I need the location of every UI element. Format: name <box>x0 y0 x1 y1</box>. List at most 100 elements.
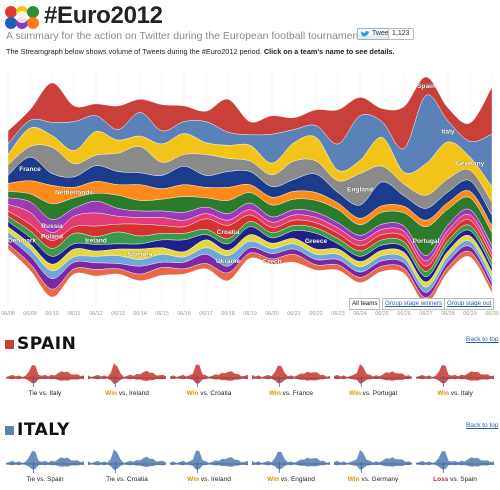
team-label-ireland[interactable]: Ireland <box>85 237 107 245</box>
x-tick-label: 06/11 <box>67 311 80 317</box>
intro-text-bold: Click on a team's name to see details. <box>263 47 395 56</box>
x-tick-label: 06/20 <box>265 311 279 317</box>
team-label-spain[interactable]: Spain <box>417 83 435 90</box>
page-title: #Euro2012 <box>44 2 163 29</box>
match-result: Win <box>187 476 200 483</box>
match-result-label: Win vs. France <box>255 390 327 397</box>
x-tick-label: 06/09 <box>23 311 37 317</box>
tweet-count-badge: 1,123 <box>388 28 414 40</box>
match-result-label: Win vs. Ireland <box>91 390 163 397</box>
match-vs-text: vs. <box>199 476 211 483</box>
match-opponent: Ireland <box>128 390 149 397</box>
twitter-bird-icon <box>360 31 370 37</box>
match-volume-area <box>334 450 412 470</box>
team-label-germany[interactable]: Germany <box>456 161 485 168</box>
match-result: Tie <box>26 476 36 483</box>
team-label-portugal[interactable]: Portugal <box>413 238 440 245</box>
match-vs-text: vs. <box>448 476 461 483</box>
match-volume-area <box>6 451 84 470</box>
x-tick-label: 06/24 <box>353 311 367 317</box>
match-opponent: Spain <box>460 476 477 483</box>
team-color-swatch <box>5 340 14 349</box>
match-result-label: Win vs. Italy <box>419 390 491 397</box>
filter-group-stage-winners[interactable]: Group stage winners <box>382 298 446 310</box>
filter-all-teams[interactable]: All teams <box>349 298 381 310</box>
match-result: Tie <box>28 390 38 397</box>
x-tick-label: 06/25 <box>375 311 389 317</box>
team-label-denmark[interactable]: Denmark <box>8 237 37 245</box>
x-tick-label: 06/12 <box>89 311 103 317</box>
match-result: Loss <box>433 476 449 483</box>
match-volume-area <box>6 365 84 384</box>
x-tick-label: 06/30 <box>485 311 499 317</box>
match-vs-text: vs. <box>449 390 461 397</box>
back-to-top-link[interactable]: Back to top <box>466 336 499 343</box>
match-result: Win <box>105 390 118 397</box>
team-label-sweden[interactable]: Sweden <box>127 251 153 258</box>
match-result: Win <box>437 390 449 397</box>
match-vs-text: vs. <box>117 390 129 397</box>
team-heading[interactable]: SPAIN <box>17 334 77 354</box>
match-opponent: Croatia <box>126 476 148 483</box>
intro-text: The Streamgraph below shows volume of Tw… <box>6 47 395 56</box>
team-label-netherlands[interactable]: Netherlands <box>55 190 94 197</box>
match-result: Win <box>347 476 360 483</box>
x-tick-label: 06/27 <box>419 311 433 317</box>
match-result: Tie <box>106 476 115 483</box>
team-label-russia[interactable]: Russia <box>41 223 63 230</box>
match-result-label: Win vs. England <box>255 476 327 483</box>
team-timeline <box>6 363 494 387</box>
team-label-croatia[interactable]: Croatia <box>217 229 240 236</box>
match-result-label: Tie vs. Italy <box>9 390 81 397</box>
match-volume-area <box>252 451 330 470</box>
streamgraph-x-axis: 06/08 06/09 06/10 06/11 06/12 06/13 06/14 06/15… <box>1 311 499 317</box>
team-label-czech[interactable]: Czech <box>262 258 282 266</box>
team-heading[interactable]: ITALY <box>17 420 70 440</box>
team-color-swatch <box>5 426 14 435</box>
match-vs-text: vs. <box>279 476 291 483</box>
match-volume-area <box>88 363 166 384</box>
x-tick-label: 06/23 <box>331 311 345 317</box>
filter-group-stage-out[interactable]: Group stage out <box>444 298 495 310</box>
match-vs-text: vs. <box>114 476 127 483</box>
match-volume-area <box>252 365 330 384</box>
streamgraph-chart: Netherlands Russia France Ireland Croatia Cze… <box>1 70 499 317</box>
team-label-ukraine[interactable]: Ukraine <box>216 258 241 265</box>
intro-text-plain: The Streamgraph below shows volume of Tw… <box>6 47 264 56</box>
match-result-label: Win vs. Ireland <box>173 476 245 483</box>
match-vs-text: vs. <box>359 476 372 483</box>
match-opponent: Portugal <box>372 390 397 397</box>
x-tick-label: 06/18 <box>221 311 235 317</box>
match-volume-area <box>416 451 494 470</box>
x-tick-label: 06/10 <box>45 311 59 317</box>
team-label-italy[interactable]: Italy <box>441 128 455 136</box>
x-tick-label: 06/08 <box>1 311 15 317</box>
match-opponent: Croatia <box>210 390 232 397</box>
x-tick-label: 06/15 <box>155 311 169 317</box>
team-label-poland[interactable]: Poland <box>41 234 63 241</box>
match-opponent: Italy <box>460 390 473 397</box>
match-result-label: Win vs. Croatia <box>173 390 245 397</box>
x-tick-label: 06/22 <box>309 311 323 317</box>
back-to-top-link[interactable]: Back to top <box>466 422 499 429</box>
match-opponent: Italy <box>49 390 62 397</box>
match-vs-text: vs. <box>360 390 373 397</box>
match-vs-text: vs. <box>198 390 211 397</box>
x-tick-label: 06/16 <box>177 311 191 317</box>
match-opponent: Spain <box>47 476 64 483</box>
streamgraph-labels: Netherlands Russia France Ireland Croatia Cze… <box>8 83 485 266</box>
match-volume-area <box>416 365 494 384</box>
match-result-label: Tie vs. Croatia <box>91 476 163 483</box>
team-timeline <box>6 449 494 473</box>
team-label-france[interactable]: France <box>19 166 41 173</box>
team-label-england[interactable]: England <box>347 186 373 193</box>
match-result-label: Win vs. Germany <box>337 476 409 483</box>
team-label-greece[interactable]: Greece <box>305 238 328 245</box>
match-volume-area <box>334 364 412 384</box>
match-vs-text: vs. <box>37 390 50 397</box>
x-tick-label: 06/29 <box>463 311 477 317</box>
stream-layer-czech[interactable] <box>7 243 493 304</box>
x-tick-label: 06/21 <box>287 311 301 317</box>
match-opponent: England <box>290 476 315 483</box>
match-volume-area <box>170 450 248 470</box>
